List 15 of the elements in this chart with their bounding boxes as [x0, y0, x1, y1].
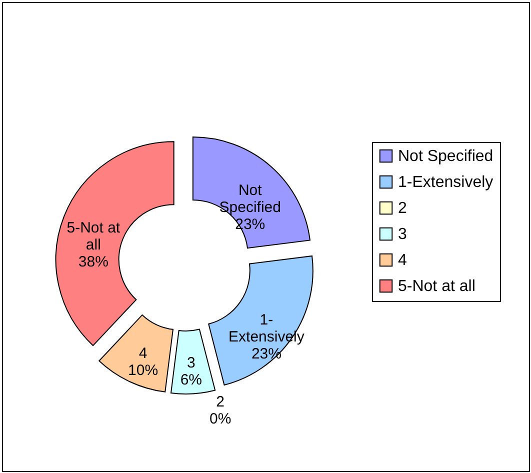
- legend-label: 1-Extensively: [398, 174, 494, 191]
- slice-label: Not Specified: [219, 182, 281, 216]
- category-label: 2: [216, 394, 224, 411]
- data-label: 6%: [180, 371, 202, 388]
- legend-label: 2: [398, 200, 407, 217]
- slice-label: 3: [187, 354, 196, 372]
- slice-label: 5-Not at all: [66, 220, 121, 254]
- slice-label: 4: [138, 345, 148, 362]
- legend-label: 5-Not at all: [398, 278, 476, 295]
- data-label: 38%: [78, 254, 108, 271]
- legend-label: 3: [398, 226, 407, 243]
- legend-label: Not Specified: [398, 148, 494, 165]
- text: 0%: [209, 410, 232, 428]
- data-label: 10%: [128, 362, 158, 380]
- legend-label: 4: [398, 252, 407, 269]
